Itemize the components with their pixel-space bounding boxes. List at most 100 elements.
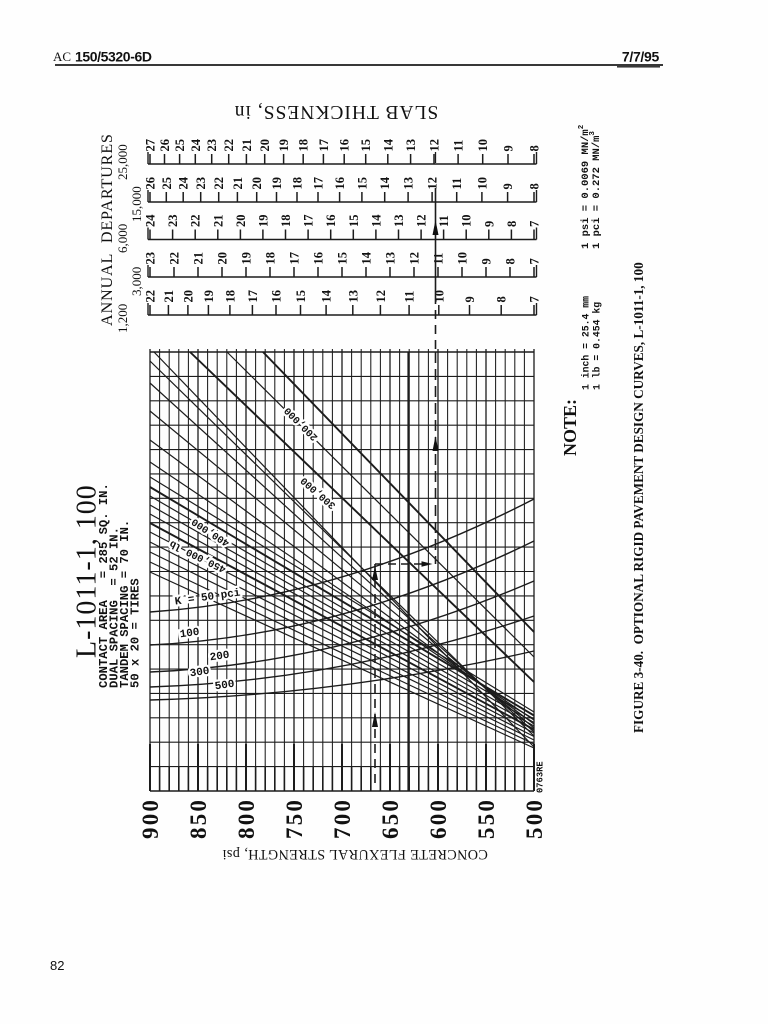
svg-text:17: 17	[302, 215, 316, 228]
svg-text:18: 18	[264, 252, 278, 265]
svg-text:750: 750	[282, 798, 307, 839]
svg-text:13: 13	[384, 252, 398, 265]
svg-text:15: 15	[294, 290, 308, 303]
svg-text:17: 17	[312, 177, 326, 190]
svg-text:21: 21	[162, 290, 176, 303]
svg-text:13: 13	[346, 290, 360, 303]
svg-text:14: 14	[381, 138, 395, 151]
svg-text:23: 23	[205, 139, 219, 152]
svg-text:24: 24	[144, 214, 158, 227]
svg-text:19: 19	[202, 290, 216, 303]
svg-text:1 psi = 0.0069 MN/m2: 1 psi = 0.0069 MN/m2	[578, 124, 592, 249]
svg-text:11: 11	[450, 178, 464, 190]
svg-text:9: 9	[482, 221, 496, 227]
svg-text:800: 800	[234, 798, 259, 839]
svg-text:21: 21	[192, 252, 206, 265]
svg-text:25: 25	[160, 177, 174, 190]
svg-text:9: 9	[480, 258, 494, 264]
svg-text:550: 550	[474, 798, 499, 839]
svg-text:8: 8	[528, 145, 542, 151]
svg-text:300: 300	[189, 666, 210, 681]
svg-text:18: 18	[297, 139, 311, 152]
svg-text:15: 15	[336, 252, 350, 265]
svg-text:100: 100	[179, 627, 200, 642]
svg-text:20: 20	[258, 139, 272, 152]
svg-text:10: 10	[432, 290, 446, 303]
svg-text:14: 14	[360, 251, 374, 264]
svg-text:7/7/95: 7/7/95	[622, 49, 660, 65]
svg-text:23: 23	[194, 177, 208, 190]
svg-text:21: 21	[231, 177, 245, 190]
svg-text:12: 12	[415, 215, 429, 228]
svg-text:22: 22	[168, 252, 182, 265]
svg-text:CONCRETE FLEXURAL STRENGTH, ps: CONCRETE FLEXURAL STRENGTH, psi	[222, 846, 488, 862]
svg-text:19: 19	[277, 139, 291, 152]
svg-text:10: 10	[475, 177, 489, 190]
svg-text:22: 22	[212, 177, 226, 190]
svg-text:11: 11	[452, 140, 466, 152]
svg-text:12: 12	[426, 177, 440, 190]
svg-text:17: 17	[317, 139, 331, 152]
svg-text:200: 200	[209, 650, 230, 665]
svg-text:L-1011-1, 100: L-1011-1, 100	[72, 484, 103, 658]
svg-text:TANDEM SPACING = 70 IN.: TANDEM SPACING = 70 IN.	[118, 520, 132, 688]
svg-text:20: 20	[216, 252, 230, 265]
svg-text:3,000: 3,000	[129, 267, 144, 296]
svg-text:15: 15	[355, 177, 369, 190]
svg-text:10: 10	[456, 252, 470, 265]
svg-text:26: 26	[144, 177, 158, 190]
svg-text:1 inch = 25.4 mm: 1 inch = 25.4 mm	[581, 296, 592, 390]
svg-text:15: 15	[347, 215, 361, 228]
svg-text:22: 22	[222, 139, 236, 152]
svg-text:ANNUAL DEPARTURES: ANNUAL DEPARTURES	[98, 133, 116, 326]
svg-text:15,000: 15,000	[129, 186, 144, 222]
svg-text:SLAB THICKNESS, in: SLAB THICKNESS, in	[234, 101, 439, 122]
svg-text:12: 12	[374, 290, 388, 303]
svg-text:13: 13	[392, 215, 406, 228]
svg-text:16: 16	[338, 139, 352, 152]
svg-text:24: 24	[177, 176, 191, 189]
svg-text:FIGURE 3-40. OPTIONAL RIGID P: FIGURE 3-40. OPTIONAL RIGID PAVEMENT DES…	[631, 262, 646, 733]
svg-text:19: 19	[270, 177, 284, 190]
svg-text:8: 8	[495, 296, 509, 302]
svg-text:900: 900	[138, 798, 163, 839]
svg-text:15: 15	[359, 139, 373, 152]
svg-text:10: 10	[476, 139, 490, 152]
svg-text:CONTACT AREA = 285 SQ. IN.: CONTACT AREA = 285 SQ. IN.	[97, 483, 111, 688]
svg-text:9: 9	[502, 145, 516, 151]
svg-text:22: 22	[144, 290, 158, 303]
svg-text:7: 7	[528, 221, 542, 227]
svg-text:10: 10	[460, 215, 474, 228]
svg-text:NOTE:: NOTE:	[560, 399, 580, 456]
svg-text:23: 23	[166, 215, 180, 228]
svg-text:11: 11	[432, 253, 446, 265]
svg-text:25,000: 25,000	[115, 144, 130, 180]
svg-text:6,000: 6,000	[115, 224, 130, 253]
svg-text:DUAL SPACING = 52 IN.: DUAL SPACING = 52 IN.	[108, 527, 122, 688]
svg-text:11: 11	[437, 215, 451, 227]
svg-text:150/5320-6D: 150/5320-6D	[75, 49, 152, 65]
svg-text:12: 12	[408, 252, 422, 265]
svg-text:1 lb = 0.454 kg: 1 lb = 0.454 kg	[592, 302, 603, 390]
svg-text:600: 600	[426, 798, 451, 839]
svg-text:8: 8	[505, 221, 519, 227]
svg-text:13: 13	[404, 139, 418, 152]
svg-text:23: 23	[144, 252, 158, 265]
svg-text:16: 16	[312, 252, 326, 265]
svg-text:19: 19	[240, 252, 254, 265]
svg-text:500: 500	[214, 679, 235, 694]
svg-text:16: 16	[333, 177, 347, 190]
svg-text:1 pci = 0.272 MN/m3: 1 pci = 0.272 MN/m3	[589, 131, 603, 249]
svg-text:18: 18	[223, 290, 237, 303]
svg-text:17: 17	[246, 290, 260, 303]
svg-text:14: 14	[369, 214, 383, 227]
svg-text:700: 700	[330, 798, 355, 839]
svg-text:AC: AC	[53, 49, 71, 64]
svg-text:0763RE: 0763RE	[536, 761, 546, 793]
svg-text:17: 17	[288, 252, 302, 265]
svg-text:14: 14	[320, 289, 334, 302]
svg-text:82: 82	[50, 958, 64, 973]
svg-text:20: 20	[181, 290, 195, 303]
svg-text:25: 25	[173, 139, 187, 152]
svg-text:26: 26	[158, 139, 172, 152]
